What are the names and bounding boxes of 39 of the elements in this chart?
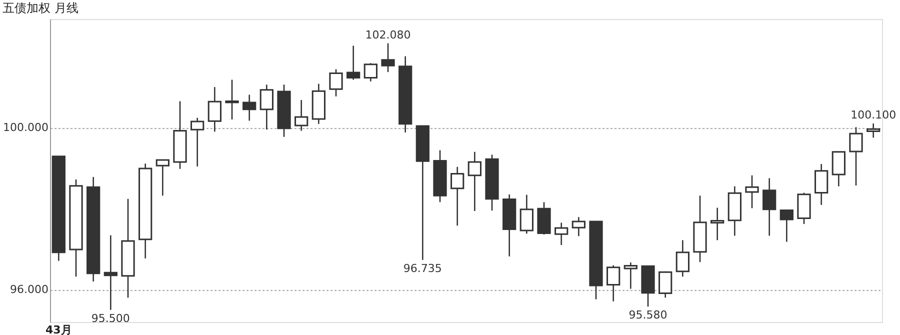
annotation: 96.735 xyxy=(403,262,442,275)
annotation: 95.580 xyxy=(628,308,668,322)
annotation: 102.080 xyxy=(365,28,411,42)
candlestick xyxy=(780,209,794,242)
candlestick xyxy=(520,194,534,234)
candlestick xyxy=(190,117,204,168)
x-tick-label: 43月 xyxy=(46,324,72,335)
candlestick xyxy=(797,192,811,225)
candlestick xyxy=(450,166,464,226)
candlestick xyxy=(745,174,759,209)
y-tick-label: 96.000 xyxy=(10,283,48,296)
chart-title: 五债加权 月线 xyxy=(2,1,78,15)
y-tick-label: 100.000 xyxy=(3,121,48,134)
candlestick xyxy=(814,163,828,206)
candlestick xyxy=(468,151,482,212)
annotation: 100.100 xyxy=(850,108,896,122)
candlestick xyxy=(346,45,360,80)
candlestick xyxy=(364,62,378,82)
candlestick xyxy=(572,216,586,237)
candlestick xyxy=(624,262,638,290)
annotation: 95.500 xyxy=(91,312,130,325)
candlestick xyxy=(225,79,239,120)
candlestick xyxy=(710,207,724,241)
candlestick xyxy=(554,222,568,246)
candlestick xyxy=(294,99,308,132)
candlestick xyxy=(658,270,672,298)
candlestick xyxy=(260,84,274,130)
candlestick xyxy=(676,240,690,278)
candlestick xyxy=(104,234,118,310)
candlestick xyxy=(849,126,863,186)
candlestick xyxy=(329,68,343,98)
candlestick xyxy=(606,264,620,302)
candlestick xyxy=(832,151,846,187)
candlestick xyxy=(381,42,395,73)
candlestick xyxy=(866,122,880,138)
candlestick xyxy=(242,94,256,122)
candlestick xyxy=(208,86,222,132)
candlestick xyxy=(762,178,776,236)
candlestick xyxy=(156,159,170,196)
